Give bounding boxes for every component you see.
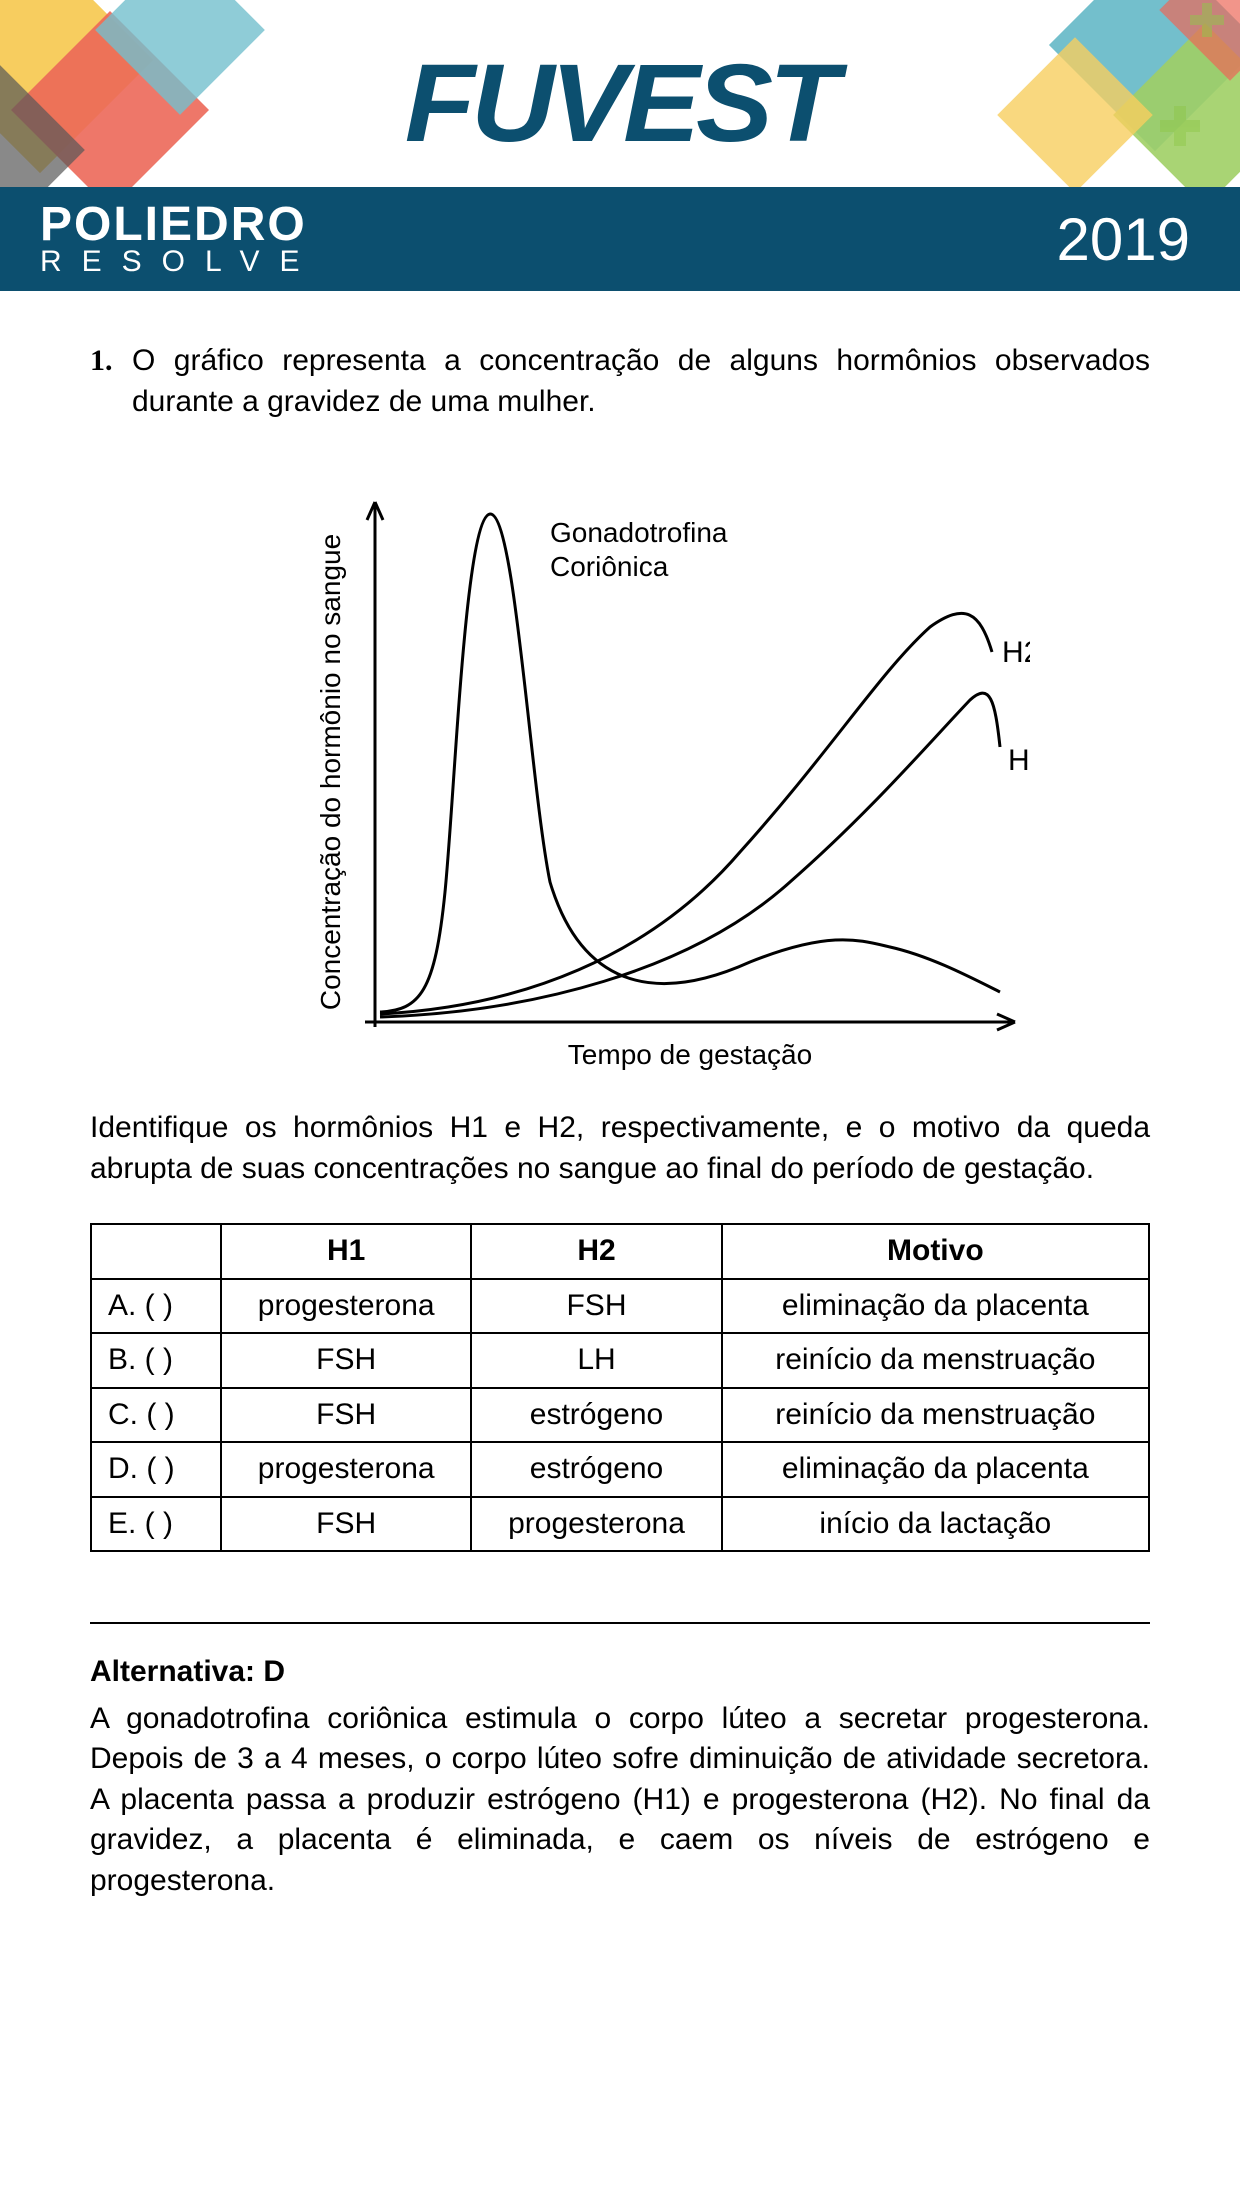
table-row: A. ( ) progesterona FSH eliminação da pl… (91, 1279, 1149, 1334)
cell-h1: progesterona (221, 1279, 471, 1334)
cell-h2: estrógeno (471, 1442, 721, 1497)
question-text: O gráfico representa a concentração de a… (132, 341, 1150, 422)
option-label[interactable]: B. ( ) (91, 1333, 221, 1388)
series-h1 (380, 693, 1000, 1017)
table-row: E. ( ) FSH progesterona início da lactaç… (91, 1497, 1149, 1552)
cell-h2: FSH (471, 1279, 721, 1334)
cell-h1: FSH (221, 1388, 471, 1443)
header: FUVEST POLIEDRO RESOLVE 2019 (0, 0, 1240, 291)
cell-h1: FSH (221, 1333, 471, 1388)
th-blank (91, 1224, 221, 1279)
chart-container: Gonadotrofina Coriônica H2 H1 Tempo de g… (90, 422, 1150, 1102)
option-label[interactable]: C. ( ) (91, 1388, 221, 1443)
th-motivo: Motivo (722, 1224, 1149, 1279)
y-axis-label: Concentração do hormônio no sangue (315, 534, 346, 1010)
cell-h2: estrógeno (471, 1388, 721, 1443)
series-h2 (380, 613, 992, 1014)
brand-block: POLIEDRO RESOLVE (40, 201, 320, 277)
table-header-row: H1 H2 Motivo (91, 1224, 1149, 1279)
cell-h1: progesterona (221, 1442, 471, 1497)
answer-options-table: H1 H2 Motivo A. ( ) progesterona FSH eli… (90, 1223, 1150, 1552)
table-row: D. ( ) progesterona estrógeno eliminação… (91, 1442, 1149, 1497)
divider (90, 1622, 1150, 1624)
hormone-chart: Gonadotrofina Coriônica H2 H1 Tempo de g… (210, 452, 1030, 1102)
label-h1: H1 (1008, 744, 1030, 777)
option-label[interactable]: E. ( ) (91, 1497, 221, 1552)
cell-motivo: eliminação da placenta (722, 1279, 1149, 1334)
answer-label: Alternativa: D (90, 1652, 1150, 1693)
brand-name: POLIEDRO (40, 201, 320, 249)
table-row: B. ( ) FSH LH reinício da menstruação (91, 1333, 1149, 1388)
th-h2: H2 (471, 1224, 721, 1279)
cell-motivo: eliminação da placenta (722, 1442, 1149, 1497)
answer-explanation: A gonadotrofina coriônica estimula o cor… (90, 1699, 1150, 1902)
exam-year: 2019 (1057, 205, 1190, 274)
exam-title: FUVEST (405, 40, 835, 167)
label-gonadotrofina-1: Gonadotrofina (550, 517, 728, 548)
cell-motivo: reinício da menstruação (722, 1388, 1149, 1443)
th-h1: H1 (221, 1224, 471, 1279)
cell-h2: LH (471, 1333, 721, 1388)
brand-sub: RESOLVE (40, 247, 320, 277)
x-axis-label: Tempo de gestação (568, 1039, 812, 1070)
option-label[interactable]: D. ( ) (91, 1442, 221, 1497)
cell-h2: progesterona (471, 1497, 721, 1552)
label-h2: H2 (1002, 636, 1030, 669)
cell-h1: FSH (221, 1497, 471, 1552)
question-prompt: Identifique os hormônios H1 e H2, respec… (90, 1108, 1150, 1189)
series-gonadotrofina (380, 514, 1000, 1012)
content: 1. O gráfico representa a concentração d… (0, 291, 1240, 1961)
question-number: 1. (90, 341, 114, 422)
brand-banner: POLIEDRO RESOLVE 2019 (0, 187, 1240, 291)
table-row: C. ( ) FSH estrógeno reinício da menstru… (91, 1388, 1149, 1443)
cell-motivo: reinício da menstruação (722, 1333, 1149, 1388)
label-gonadotrofina-2: Coriônica (550, 551, 669, 582)
option-label[interactable]: A. ( ) (91, 1279, 221, 1334)
question-block: 1. O gráfico representa a concentração d… (90, 341, 1150, 422)
header-title-wrap: FUVEST (0, 0, 1240, 187)
cell-motivo: início da lactação (722, 1497, 1149, 1552)
